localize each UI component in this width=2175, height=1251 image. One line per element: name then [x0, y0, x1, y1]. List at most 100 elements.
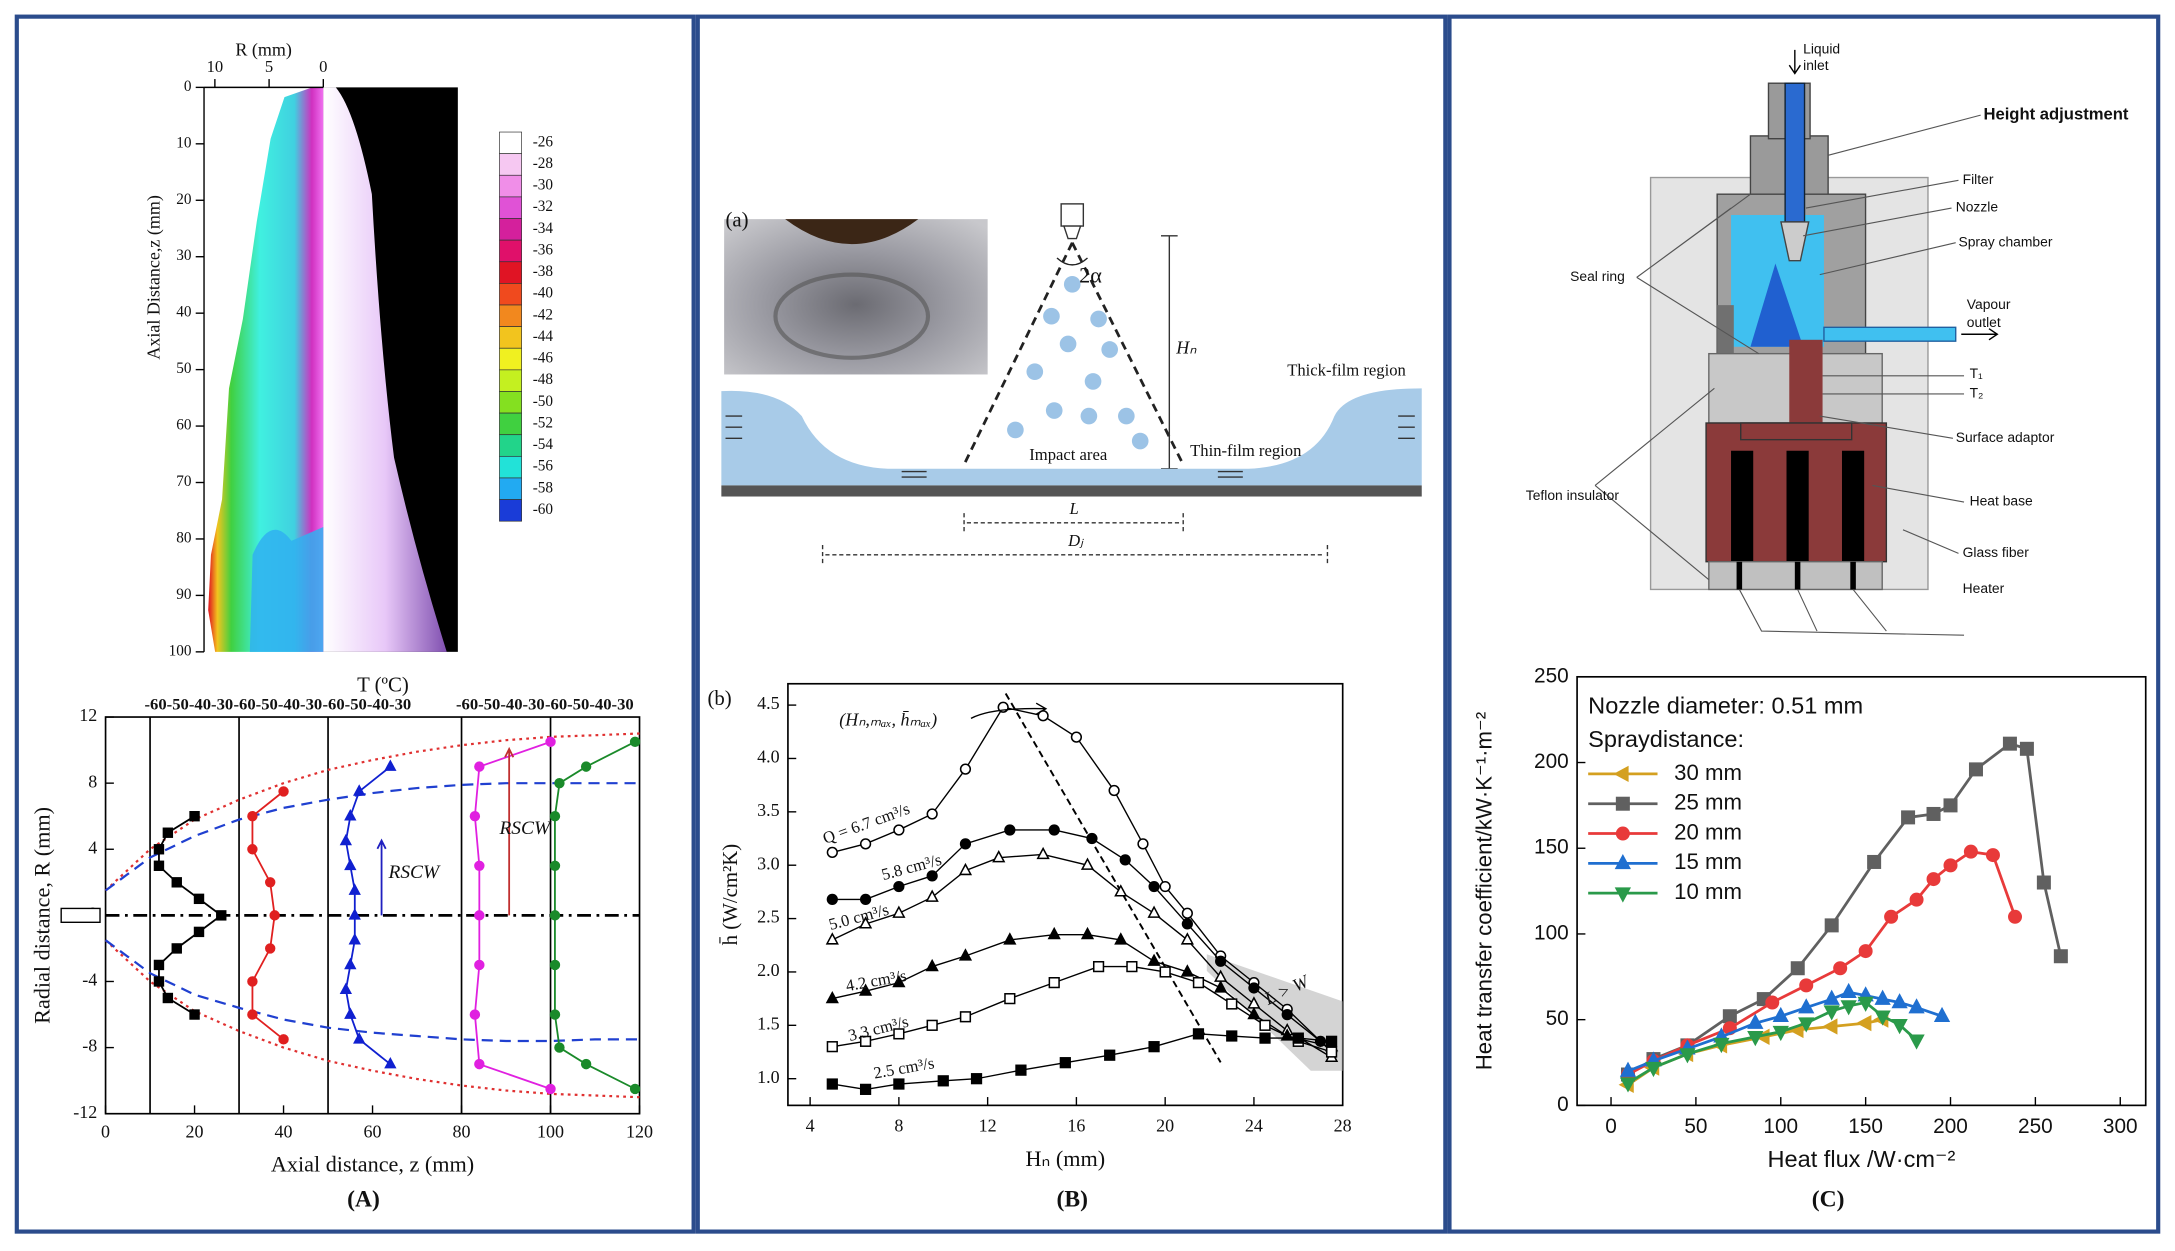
marker	[1292, 1032, 1304, 1044]
colorbar-label: -30	[533, 177, 554, 194]
colorbar-label: -54	[533, 436, 554, 453]
x-tick-label: 4	[806, 1116, 815, 1136]
marker	[959, 838, 972, 850]
annotation: RSCW	[498, 818, 552, 839]
temperature-axis-label: -60-50-40-30	[545, 696, 634, 713]
x-tick-label: 100	[1763, 1115, 1798, 1138]
marker	[162, 992, 174, 1004]
heat-base-step	[1740, 422, 1853, 441]
marker	[1192, 977, 1205, 989]
spray-diagram: (a) 2α Hₙ Thick-film region Impact area …	[721, 203, 1422, 565]
colorbar-label: -44	[533, 328, 554, 345]
marker	[278, 786, 289, 797]
y-tick-label: 3.0	[757, 853, 780, 873]
colorbar-label: -48	[533, 371, 554, 388]
x-tick-label: 80	[453, 1121, 471, 1141]
marker	[384, 1056, 397, 1069]
marker	[1048, 977, 1060, 989]
marker	[549, 860, 561, 871]
colorbar-label: -34	[533, 220, 554, 237]
colorbar-cell	[499, 455, 522, 479]
marker	[1114, 932, 1128, 945]
marker	[344, 1007, 357, 1019]
marker	[1214, 980, 1228, 993]
y-tick-label: 4	[88, 837, 97, 857]
marker	[1104, 1049, 1116, 1061]
y-axis-label: h̄ (W/cm²K)	[719, 844, 742, 946]
legend-label: 15 mm	[1674, 849, 1742, 874]
marker	[1822, 1018, 1838, 1035]
colorbar-cell	[499, 196, 522, 219]
marker	[474, 761, 485, 772]
legend-marker	[1613, 765, 1629, 783]
x-tick-label: 50	[1684, 1115, 1707, 1138]
colorbar-label: -58	[533, 479, 554, 496]
y-tick-label: 3.5	[757, 800, 780, 820]
colorbar-cell	[499, 304, 522, 327]
y-tick-label: 100	[1534, 921, 1569, 944]
marker	[474, 860, 485, 871]
marker	[339, 833, 353, 846]
colorbar-cell	[499, 153, 522, 176]
marker	[1226, 1030, 1238, 1042]
y-tick-label: 1.5	[757, 1013, 780, 1033]
marker	[153, 976, 165, 987]
marker	[1114, 884, 1128, 897]
marker	[247, 811, 258, 822]
marker	[1070, 731, 1083, 743]
panel-border	[1447, 14, 2161, 1234]
marker	[580, 1058, 592, 1070]
x-tick-label: 16	[1067, 1116, 1085, 1136]
marker	[1181, 907, 1193, 919]
marker	[1747, 1013, 1764, 1029]
marker	[937, 1075, 949, 1087]
y-axis-label: Radial distance, R (mm)	[30, 807, 55, 1024]
marker	[344, 957, 357, 970]
y-tick-label: 4.0	[757, 747, 780, 767]
marker	[1840, 1000, 1857, 1016]
marker	[153, 860, 165, 871]
colorbar-cell	[499, 326, 522, 349]
marker	[1325, 1046, 1338, 1058]
marker	[826, 893, 838, 905]
y-tick-label: 4.5	[757, 693, 780, 713]
marker	[629, 736, 641, 748]
outlet-arrow	[1961, 328, 1999, 341]
x-tick-label: 250	[2018, 1115, 2053, 1138]
x-tick-label: 10	[207, 57, 224, 76]
marker	[189, 811, 200, 822]
part-label: T₁	[1970, 365, 1983, 381]
marker	[2002, 736, 2017, 751]
spray-photo	[724, 219, 988, 375]
marker	[1765, 995, 1780, 1010]
marker	[545, 1083, 556, 1095]
legend-marker	[1614, 853, 1631, 870]
legend-marker	[1615, 796, 1630, 811]
colorbar-cell	[499, 239, 522, 263]
annotation-arrow	[376, 838, 387, 916]
dimension-label: Dⱼ	[1067, 531, 1084, 550]
colorbar-cell	[499, 391, 522, 414]
outlet-tube	[1823, 326, 1957, 342]
panel-border	[695, 14, 1448, 1234]
marker	[344, 858, 357, 871]
y-tick-label: 250	[1534, 664, 1569, 687]
marker	[925, 958, 939, 972]
colorbar-cell	[499, 477, 522, 500]
colorbar-cell	[499, 347, 522, 371]
marker	[1891, 993, 1908, 1009]
marker	[893, 1078, 905, 1090]
y-tick-label: 200	[1534, 750, 1569, 773]
marker	[549, 1009, 561, 1020]
colorbar-label: -56	[533, 458, 554, 475]
marker	[162, 827, 174, 838]
marker	[171, 943, 182, 954]
x-tick-label: 24	[1245, 1116, 1263, 1136]
marker	[926, 870, 938, 882]
panel-border	[14, 14, 696, 1234]
marker	[247, 1009, 258, 1020]
marker	[893, 1028, 905, 1040]
marker	[278, 1034, 289, 1045]
marker	[958, 862, 973, 876]
